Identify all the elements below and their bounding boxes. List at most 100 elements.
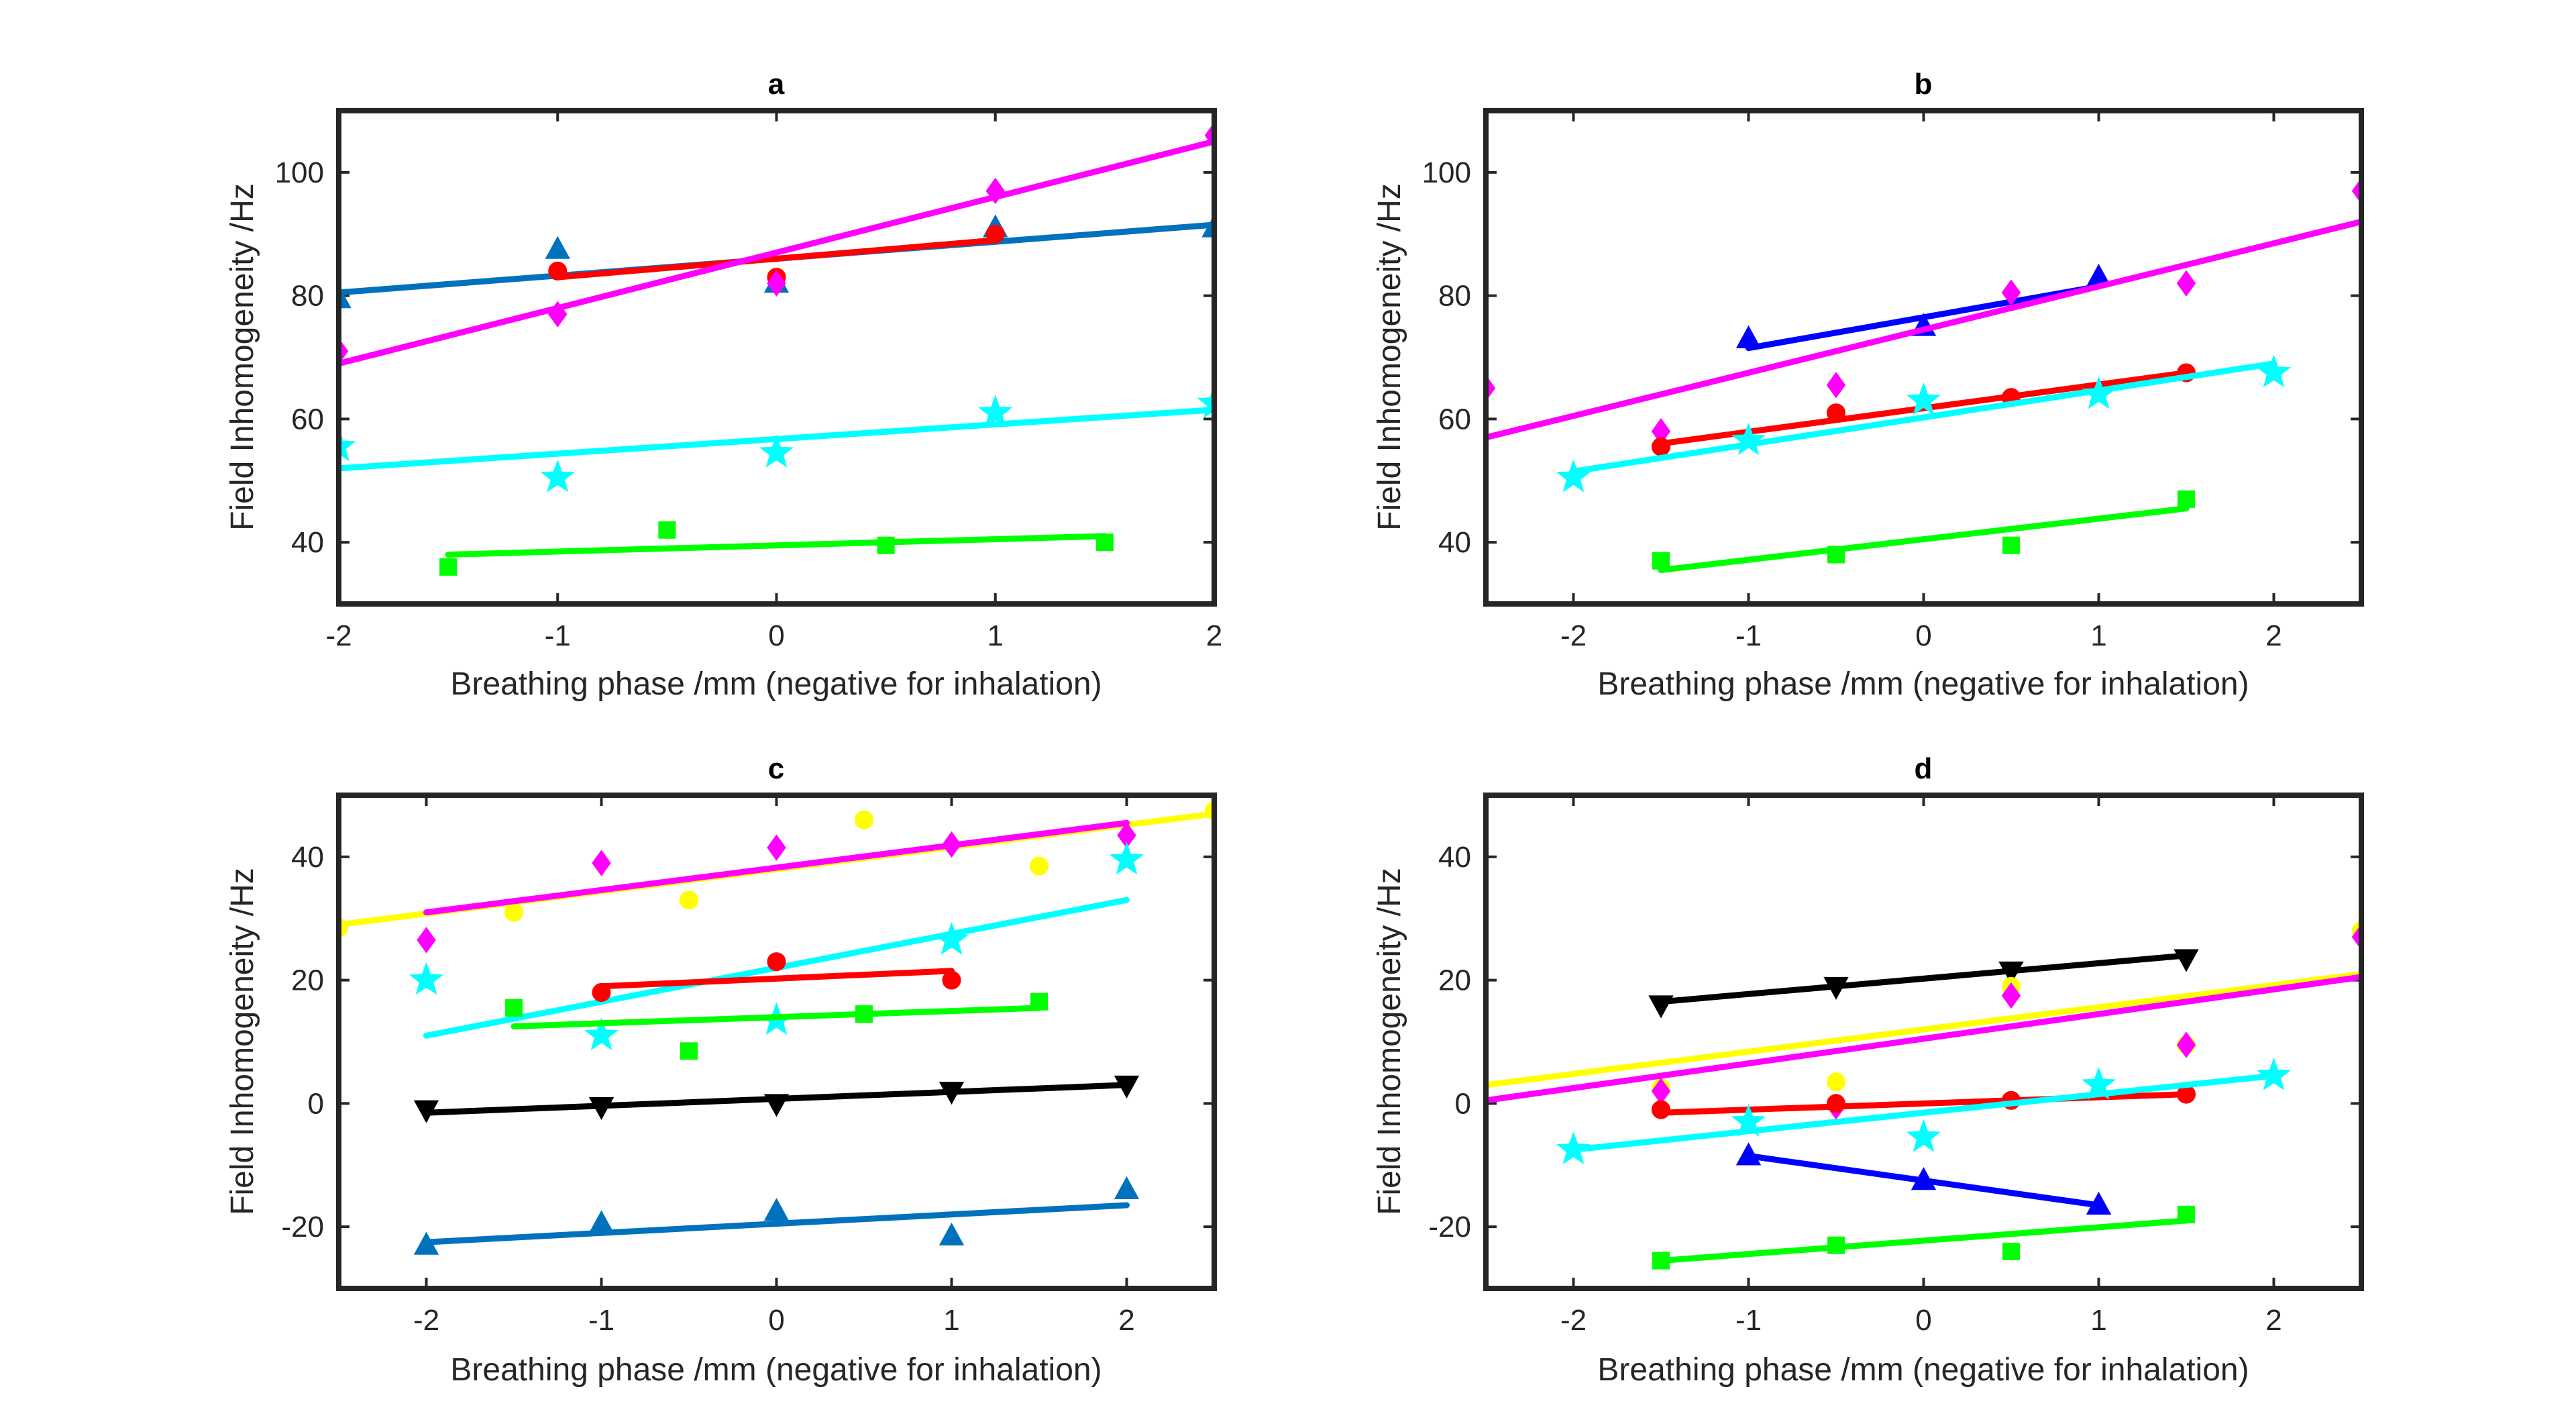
data-point [2178,1205,2195,1223]
data-point [439,558,458,576]
data-point [588,1096,614,1121]
data-point [2001,279,2021,306]
x-tick-label: -1 [545,619,571,652]
data-point [1114,1176,1140,1199]
series-red-circle [592,952,961,1002]
data-point [680,890,698,910]
data-point [763,1198,790,1221]
y-tick-label: 0 [308,1087,324,1120]
data-point [1109,842,1144,875]
axes-frame [336,108,1217,607]
series-blue-triangle [1735,1142,2112,1215]
series-magenta-diamond [1486,177,2361,445]
series-green-square [1652,1205,2195,1270]
data-point [413,1231,439,1255]
x-tick-label: 1 [2090,1304,2106,1337]
panel-a: a Breathing phase /mm (negative for inha… [225,68,1222,702]
y-tick-label: 100 [1422,156,1471,189]
x-tick-label: 2 [2265,619,2282,652]
data-point [588,1210,614,1233]
x-tick-label: -1 [1735,1304,1762,1337]
series-cyan-star [1556,1058,2292,1165]
data-point [540,459,575,493]
data-point [680,1042,698,1060]
data-point [938,1082,965,1105]
data-point [1735,1142,1762,1166]
axes-frame [1483,108,2364,607]
data-point [548,261,568,280]
y-tick-label: -20 [281,1211,324,1243]
plot-area [1486,177,2361,573]
data-point [934,922,969,955]
x-tick-label: -1 [588,1304,614,1337]
y-axis-label: Field Inhomogeneity /Hz [225,183,260,531]
y-tick-label: 100 [275,156,324,189]
y-tick-label: 40 [291,526,324,559]
series-black-triangle-down [1648,949,2199,1019]
panel-d: d Breathing phase /mm (negative for inha… [1372,752,2364,1388]
data-point [1827,1094,1845,1113]
panel-title: d [1915,752,1933,785]
panel-title: c [768,752,784,785]
data-point [1827,1236,1845,1254]
fit-line [1486,970,2361,1088]
y-tick-label: 40 [1438,841,1471,874]
data-point [545,236,570,259]
series-green-square [439,521,1114,576]
series-green-square [505,992,1048,1060]
data-point [413,1100,439,1123]
x-axis-label: Breathing phase /mm (negative for inhala… [1597,666,2249,702]
data-point [548,301,568,327]
data-point [417,927,436,954]
y-tick-label: 20 [1438,964,1471,997]
data-point [942,831,961,858]
data-point [339,285,352,309]
data-point [1735,325,1762,348]
data-point [409,962,444,995]
data-point [1114,1075,1140,1099]
data-point [942,970,961,990]
x-tick-label: 0 [768,619,784,652]
data-point [2081,376,2116,409]
data-point [1652,1100,1670,1119]
fit-line [1658,1217,2190,1264]
data-point [767,270,786,297]
series-cyan-star [339,385,1214,493]
fit-line [339,138,1214,367]
data-point [1826,372,1846,399]
data-point [2176,1031,2196,1058]
data-point [2178,490,2195,508]
data-point [855,810,873,829]
series-green-square [1652,490,2195,573]
data-point [1652,1252,1670,1270]
plot-area [1486,921,2361,1270]
y-tick-label: 0 [1455,1087,1471,1120]
y-axis-label: Field Inhomogeneity /Hz [1372,868,1407,1215]
data-point [2002,536,2020,554]
y-tick-label: 60 [1438,403,1471,436]
series-magenta-diamond [417,819,1136,954]
fit-line [1658,505,2190,573]
x-tick-label: 1 [943,1304,959,1337]
data-point [1197,385,1214,419]
fit-line [1486,218,2361,441]
data-point [2256,354,2292,388]
data-point [505,999,523,1017]
x-axis-label: Breathing phase /mm (negative for inhala… [450,666,1102,702]
data-point [938,1222,965,1245]
data-point [1556,1131,1591,1165]
series-magenta-diamond [339,122,1214,367]
fit-line [554,237,999,280]
data-point [877,536,895,554]
series-black-triangle-down [413,1075,1140,1123]
data-point [1827,546,1845,564]
y-tick-label: 20 [291,964,324,997]
plot-area [339,801,1214,1255]
y-tick-label: 80 [1438,280,1471,313]
y-axis-label: Field Inhomogeneity /Hz [1372,183,1407,531]
fit-line [1658,952,2190,1005]
data-point [339,428,356,462]
data-point [592,983,611,1002]
data-point [658,521,676,539]
